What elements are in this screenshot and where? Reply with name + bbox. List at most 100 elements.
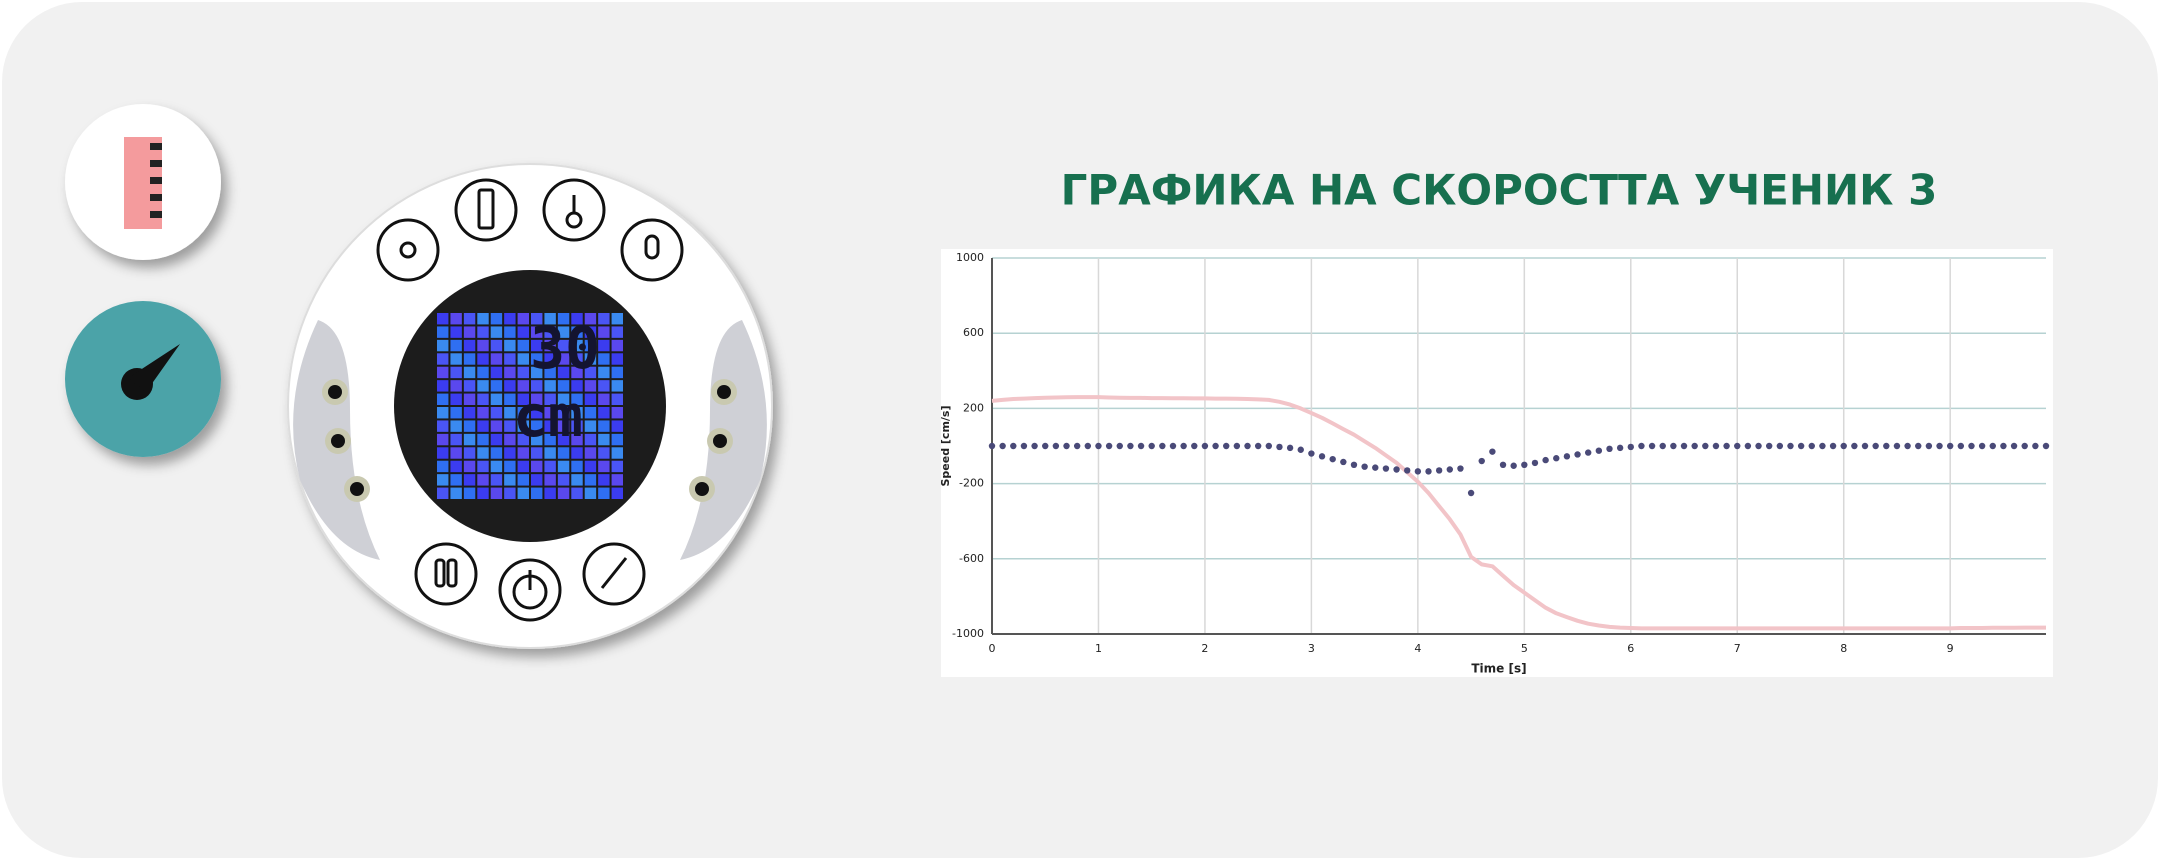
led — [518, 488, 529, 499]
data-point — [1521, 462, 1527, 468]
led — [464, 474, 475, 485]
led — [558, 461, 569, 472]
data-point — [2032, 443, 2038, 449]
data-point — [1596, 448, 1602, 454]
led — [437, 474, 448, 485]
led — [477, 380, 488, 391]
led — [612, 488, 623, 499]
led — [437, 407, 448, 418]
x-tick-label: 8 — [1840, 642, 1847, 655]
led — [491, 340, 502, 351]
data-point — [2043, 443, 2049, 449]
data-point — [1894, 443, 1900, 449]
data-point — [1447, 466, 1453, 472]
led — [558, 488, 569, 499]
led — [598, 407, 609, 418]
led — [437, 313, 448, 324]
led — [585, 488, 596, 499]
led — [612, 447, 623, 458]
data-point — [1095, 443, 1101, 449]
data-point — [1117, 443, 1123, 449]
data-point — [1851, 443, 1857, 449]
data-point — [1670, 443, 1676, 449]
data-point — [1638, 443, 1644, 449]
data-point — [1404, 467, 1410, 473]
led — [612, 461, 623, 472]
data-point — [1244, 443, 1250, 449]
led — [491, 313, 502, 324]
led — [544, 488, 555, 499]
data-point — [1383, 465, 1389, 471]
data-point — [1915, 443, 1921, 449]
led — [437, 461, 448, 472]
data-point — [1574, 451, 1580, 457]
data-point — [1074, 443, 1080, 449]
data-point — [1830, 443, 1836, 449]
data-point — [1713, 443, 1719, 449]
data-point — [1542, 457, 1548, 463]
led — [477, 434, 488, 445]
data-point — [1063, 443, 1069, 449]
data-point — [1170, 443, 1176, 449]
data-point — [1479, 458, 1485, 464]
data-point — [1510, 463, 1516, 469]
led — [504, 326, 515, 337]
data-point — [1223, 443, 1229, 449]
data-point — [1936, 443, 1942, 449]
led — [598, 420, 609, 431]
data-point — [1148, 443, 1154, 449]
x-tick-label: 6 — [1627, 642, 1634, 655]
data-point — [1393, 466, 1399, 472]
led — [612, 353, 623, 364]
data-point — [1308, 450, 1314, 456]
x-tick-label: 3 — [1308, 642, 1315, 655]
led — [477, 447, 488, 458]
data-point — [1266, 443, 1272, 449]
led — [504, 367, 515, 378]
led — [491, 380, 502, 391]
data-point — [1702, 443, 1708, 449]
led — [464, 434, 475, 445]
data-point — [1926, 443, 1932, 449]
led — [504, 313, 515, 324]
led — [518, 313, 529, 324]
led — [585, 407, 596, 418]
data-point — [1436, 467, 1442, 473]
data-point — [1287, 445, 1293, 451]
data-point — [1553, 455, 1559, 461]
led — [450, 394, 461, 405]
led — [437, 394, 448, 405]
led — [477, 353, 488, 364]
led — [450, 313, 461, 324]
led — [464, 313, 475, 324]
led — [450, 488, 461, 499]
data-point — [1489, 448, 1495, 454]
led — [464, 353, 475, 364]
led — [491, 407, 502, 418]
data-point — [1042, 443, 1048, 449]
led — [612, 407, 623, 418]
x-tick-label: 7 — [1734, 642, 1741, 655]
led — [585, 434, 596, 445]
data-point — [1564, 453, 1570, 459]
x-tick-label: 5 — [1521, 642, 1528, 655]
x-tick-label: 9 — [1947, 642, 1954, 655]
data-point — [1340, 459, 1346, 465]
led — [450, 447, 461, 458]
data-point — [2000, 443, 2006, 449]
led — [450, 326, 461, 337]
led — [612, 420, 623, 431]
led — [491, 326, 502, 337]
led — [531, 474, 542, 485]
data-point — [1968, 443, 1974, 449]
data-point — [1979, 443, 1985, 449]
led — [437, 326, 448, 337]
data-point — [1681, 443, 1687, 449]
led — [450, 367, 461, 378]
data-point — [999, 443, 1005, 449]
data-point — [1990, 443, 1996, 449]
data-point — [2011, 443, 2017, 449]
led — [464, 394, 475, 405]
screen: 30 cm ГРАФИКА НА СКОРОСТТА УЧЕНИК 3 Time… — [0, 0, 2160, 860]
led — [612, 394, 623, 405]
